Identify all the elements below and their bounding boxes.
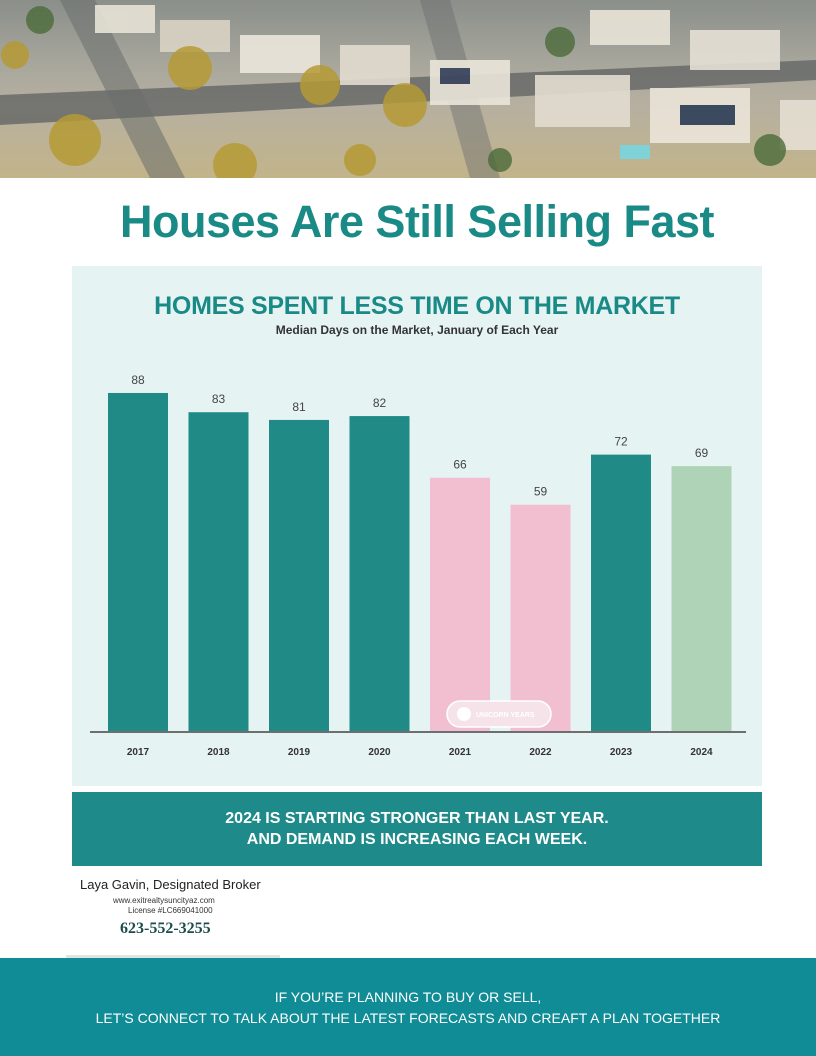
divider	[66, 955, 280, 958]
data-label-2023: 72	[614, 435, 628, 449]
data-label-2024: 69	[695, 446, 709, 460]
banner-line-2: AND DEMAND IS INCREASING EACH WEEK.	[246, 831, 588, 848]
broker-name: Laya Gavin, Designated Broker	[80, 877, 261, 892]
bar-2024	[671, 466, 732, 732]
chart-title: HOMES SPENT LESS TIME ON THE MARKET	[154, 292, 680, 320]
bar-2019	[269, 419, 329, 732]
unicorn-icon	[457, 707, 471, 721]
chart-panel: HOMES SPENT LESS TIME ON THE MARKET Medi…	[72, 266, 762, 786]
footer-cta: IF YOU’RE PLANNING TO BUY OR SELL, LET’S…	[0, 958, 816, 1056]
chart-subtitle: Median Days on the Market, January of Ea…	[275, 323, 559, 337]
watermark-text: UNICORN YEARS	[476, 712, 535, 719]
hero-illustration	[0, 0, 816, 178]
footer-line-1: IF YOU’RE PLANNING TO BUY OR SELL,	[274, 989, 542, 1005]
bar-chart: UNICORN YEARS 88 2017 83 2018 81 2019 82 2020 66…	[90, 373, 746, 758]
message-banner: 2024 IS STARTING STRONGER THAN LAST YEAR…	[72, 792, 762, 866]
footer-line-2: LET’S CONNECT TO TALK ABOUT THE LATEST F…	[95, 1010, 721, 1026]
website-link[interactable]: www.exitrealtysuncityaz.com	[113, 896, 215, 905]
bar-2021	[430, 477, 490, 732]
unicorn-years-watermark: UNICORN YEARS	[446, 700, 552, 728]
data-label-2021: 66	[453, 458, 467, 472]
x-tick-2023: 2023	[610, 747, 633, 758]
data-label-2022: 59	[534, 485, 548, 499]
x-tick-2018: 2018	[207, 747, 230, 758]
bar-2020	[349, 416, 410, 732]
watermark-pill	[446, 700, 552, 728]
data-label-2017: 88	[131, 373, 145, 387]
x-tick-2017: 2017	[127, 747, 150, 758]
license-number: License #LC669041000	[128, 906, 213, 915]
x-tick-2022: 2022	[529, 747, 552, 758]
x-tick-2021: 2021	[449, 747, 472, 758]
data-label-2019: 81	[292, 400, 306, 414]
data-label-2018: 83	[212, 392, 226, 406]
page-headline: Houses Are Still Selling Fast	[120, 196, 715, 247]
bar-2018	[188, 412, 249, 732]
x-tick-2019: 2019	[288, 747, 311, 758]
banner-line-1: 2024 IS STARTING STRONGER THAN LAST YEAR…	[225, 810, 609, 827]
hero-neighborhood-photo	[0, 0, 816, 178]
bar-2023	[591, 454, 651, 732]
x-tick-2024: 2024	[690, 747, 713, 758]
x-tick-2020: 2020	[368, 747, 391, 758]
phone-number[interactable]: 623-552-3255	[120, 920, 211, 937]
bar-2022	[510, 504, 571, 732]
data-label-2020: 82	[373, 396, 387, 410]
bar-2017	[108, 392, 168, 732]
